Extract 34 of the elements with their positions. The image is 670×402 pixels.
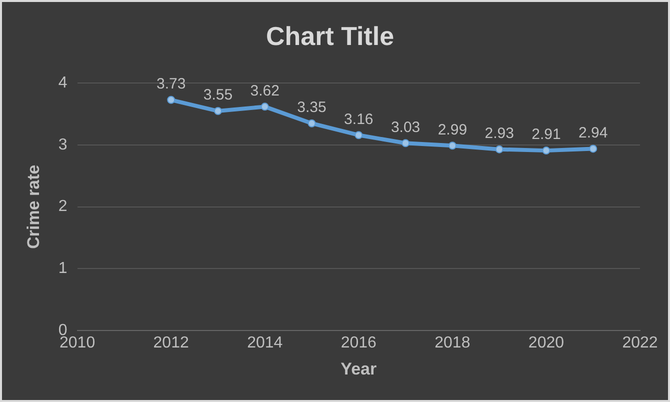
point [448,142,456,150]
x-tick-label: 2010 [60,334,96,352]
x-tick-label: 2020 [528,334,564,352]
point [542,146,550,155]
point [167,96,176,104]
y-tick-label: 2 [58,198,68,216]
data-label: 3.55 [203,86,233,104]
data-label: 2.91 [532,126,561,144]
data-label: 3.73 [156,76,186,93]
y-tick-label: 3 [58,136,68,154]
point [589,144,598,153]
x-tick-label: 2014 [247,334,283,352]
data-label: 3.03 [390,118,420,136]
data-label: 3.16 [344,110,374,128]
y-axis-title: Crime rate [24,164,43,249]
x-tick-label: 2016 [340,334,377,352]
data-label: 2.99 [438,121,468,138]
y-tick-label: 1 [58,260,68,278]
chart-title: Chart Title [266,20,394,51]
x-axis-title: Year [340,359,377,378]
point [402,139,410,148]
point [260,102,269,111]
data-label: 3.35 [297,99,326,116]
data-label: 2.94 [578,124,608,142]
point [214,107,222,116]
data-label: 3.62 [250,82,280,100]
x-tick-label: 2018 [434,334,470,352]
point [495,145,504,154]
x-tick-label: 2012 [153,334,189,352]
point [354,131,363,140]
data-label: 2.93 [484,124,514,142]
y-tick-label: 4 [58,74,68,92]
point [308,119,316,128]
x-tick-label: 2022 [622,334,658,352]
